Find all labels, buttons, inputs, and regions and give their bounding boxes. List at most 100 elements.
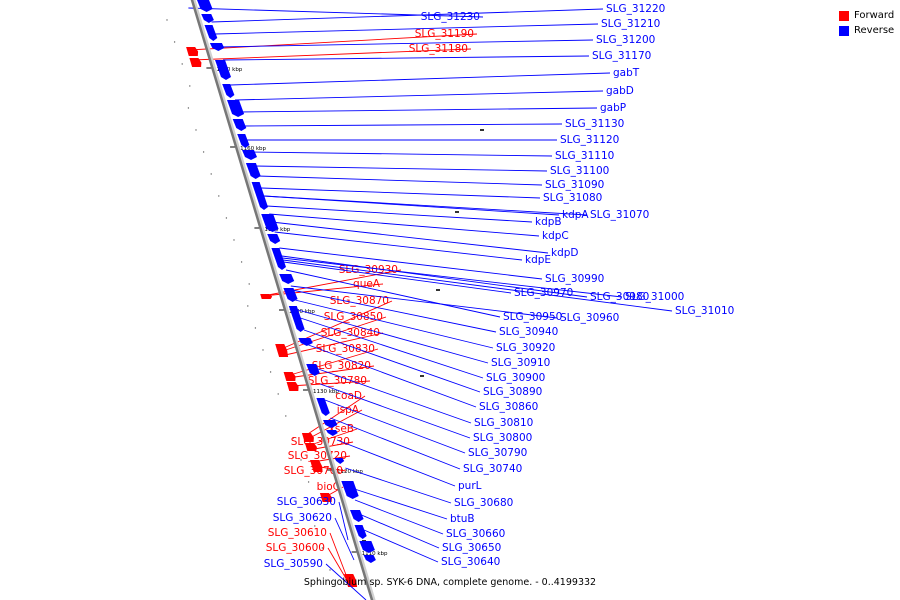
leader-line (188, 33, 478, 51)
marker-dot (181, 63, 183, 65)
gene-label-slg-31210[interactable]: SLG_31210 (215, 18, 660, 35)
leader-line (336, 439, 456, 487)
gene-label-slg-31180[interactable]: SLG_31180 (191, 43, 472, 61)
scale-tick-label: 1140 kbp (289, 309, 315, 315)
gene-label-slg-30630[interactable]: SLG_30630 (277, 496, 349, 541)
gene-label: coaD (335, 390, 362, 402)
gene-label-slg-30700[interactable]: SLG_30700 (284, 465, 347, 477)
gene-label-slg-31220[interactable]: SLG_31220 (211, 3, 666, 23)
gene-label-slg-30800[interactable]: SLG_30800 (320, 383, 532, 444)
marker-dot (240, 261, 243, 263)
marker-dot (329, 569, 331, 571)
gene-label-slg-31100[interactable]: SLG_31100 (254, 165, 610, 177)
leader-line (219, 39, 594, 48)
gene-label-slg-30680[interactable]: SLG_30680 (345, 467, 513, 509)
gene-label: SLG_30640 (441, 556, 500, 568)
reverse-swatch (839, 25, 849, 36)
leader-line (263, 195, 588, 216)
leader-line (234, 90, 604, 101)
gene-label-slg-31190[interactable]: SLG_31190 (188, 28, 478, 51)
legend-reverse[interactable]: Reverse (839, 23, 894, 38)
gene-label: gabD (606, 85, 634, 97)
gene-label-slg-30830[interactable]: SLG_30830 (286, 343, 379, 377)
marker-dot (247, 305, 249, 307)
gene-label-slg-30620[interactable]: SLG_30620 (273, 512, 355, 561)
gene-label-slg-30660[interactable]: SLG_30660 (354, 499, 505, 540)
reverse-gene-block (354, 525, 367, 539)
leader-line (294, 299, 494, 349)
gene-label-kdpd[interactable]: kdpD (271, 221, 579, 259)
scale-tick-label: 1170 kbp (216, 67, 242, 73)
gene-label-slg-30960[interactable]: SLG_30960 (290, 285, 620, 324)
gene-label: SLG_31130 (565, 118, 624, 130)
gene-label-slg-31080[interactable]: SLG_31080 (261, 187, 602, 204)
gene-label-coad[interactable]: coaD (304, 390, 366, 437)
gene-label: SLG_30830 (316, 343, 375, 355)
reverse-gene-block (267, 234, 281, 244)
gene-label: SLG_31230 (421, 11, 480, 23)
gene-label-btub[interactable]: btuB (351, 487, 475, 525)
leader-line (287, 365, 375, 379)
leader-line (363, 529, 439, 563)
leader-line (281, 255, 588, 298)
marker-dot (233, 239, 235, 241)
leader-line (257, 175, 543, 186)
gene-label-purl[interactable]: purL (336, 439, 482, 492)
leader-line (300, 317, 484, 379)
gene-label-slg-31070[interactable]: SLG_31070 (263, 195, 650, 221)
gene-label: SLG_30730 (291, 436, 350, 448)
gene-label: queA (353, 278, 381, 290)
gene-label-slg-30610[interactable]: SLG_30610 (268, 527, 349, 581)
gene-label-slg-30890[interactable]: SLG_30890 (303, 329, 542, 398)
legend: Forward Reverse (839, 8, 894, 38)
reverse-gene-block (227, 100, 245, 117)
gene-label-slg-30590[interactable]: SLG_30590 (264, 558, 367, 600)
gene-label-slg-31230[interactable]: SLG_31230 (188, 7, 484, 23)
gene-label-slg-31170[interactable]: SLG_31170 (222, 50, 651, 62)
gene-label-slg-30970[interactable]: SLG_30970 (283, 261, 574, 299)
gene-label-slg-31090[interactable]: SLG_31090 (257, 175, 605, 191)
gene-label: SLG_31190 (415, 28, 474, 40)
gene-label-gabt[interactable]: gabT (230, 67, 640, 86)
marker-dot (187, 107, 190, 109)
gene-label-slg-30640[interactable]: SLG_30640 (363, 529, 500, 568)
gene-label-slg-30920[interactable]: SLG_30920 (294, 299, 555, 354)
gene-label-slg-30790[interactable]: SLG_30790 (324, 399, 527, 459)
gene-label-slg-30990[interactable]: SLG_30990 (279, 247, 604, 285)
gene-label-slg-30810[interactable]: SLG_30810 (315, 367, 533, 429)
gene-label-kdpe[interactable]: kdpE (274, 231, 551, 266)
gene-label-slg-31120[interactable]: SLG_31120 (247, 134, 619, 146)
gene-label-slg-31200[interactable]: SLG_31200 (219, 34, 655, 48)
reverse-gene-block (283, 288, 298, 302)
gene-label-slg-30600[interactable]: SLG_30600 (266, 542, 350, 585)
gene-label-slg-30950[interactable]: SLG_30950 (285, 269, 562, 323)
gene-label: SLG_30780 (308, 375, 367, 387)
gene-label-slg-30910[interactable]: SLG_30910 (297, 309, 550, 369)
reverse-gene-block (237, 134, 250, 148)
leader-line (291, 289, 497, 333)
gene-label-gabd[interactable]: gabD (234, 85, 634, 101)
gene-label-slg-30780[interactable]: SLG_30780 (289, 375, 371, 387)
legend-forward[interactable]: Forward (839, 8, 894, 23)
gene-label: SLG_30810 (474, 417, 533, 429)
gene-label-slg-30860[interactable]: SLG_30860 (308, 344, 539, 413)
marker-dot (269, 371, 272, 373)
gene-label-kdpb[interactable]: kdpB (266, 205, 562, 228)
gene-label-gabp[interactable]: gabP (238, 102, 627, 114)
forward-gene-block (283, 372, 296, 381)
gene-label-kdpc[interactable]: kdpC (269, 213, 569, 242)
gene-label-slg-30740[interactable]: SLG_30740 (330, 417, 522, 475)
gene-label-slg-31000[interactable]: SLG_31000 (282, 257, 684, 303)
gene-label: kdpB (535, 216, 562, 228)
gene-label-slg-30940[interactable]: SLG_30940 (291, 289, 558, 338)
gene-label: SLG_30790 (468, 447, 527, 459)
gene-label-slg-30650[interactable]: SLG_30650 (359, 513, 501, 554)
gene-label: bioC (317, 481, 340, 493)
leader-line (188, 7, 484, 18)
gene-label-slg-31130[interactable]: SLG_31130 (242, 118, 625, 130)
gene-label-slg-31110[interactable]: SLG_31110 (250, 150, 615, 162)
gene-label-slg-30900[interactable]: SLG_30900 (300, 317, 545, 384)
forward-gene-block (186, 47, 199, 56)
gene-label: SLG_30990 (545, 273, 604, 285)
gene-label-slg-31010[interactable]: SLG_31010 (282, 259, 734, 317)
